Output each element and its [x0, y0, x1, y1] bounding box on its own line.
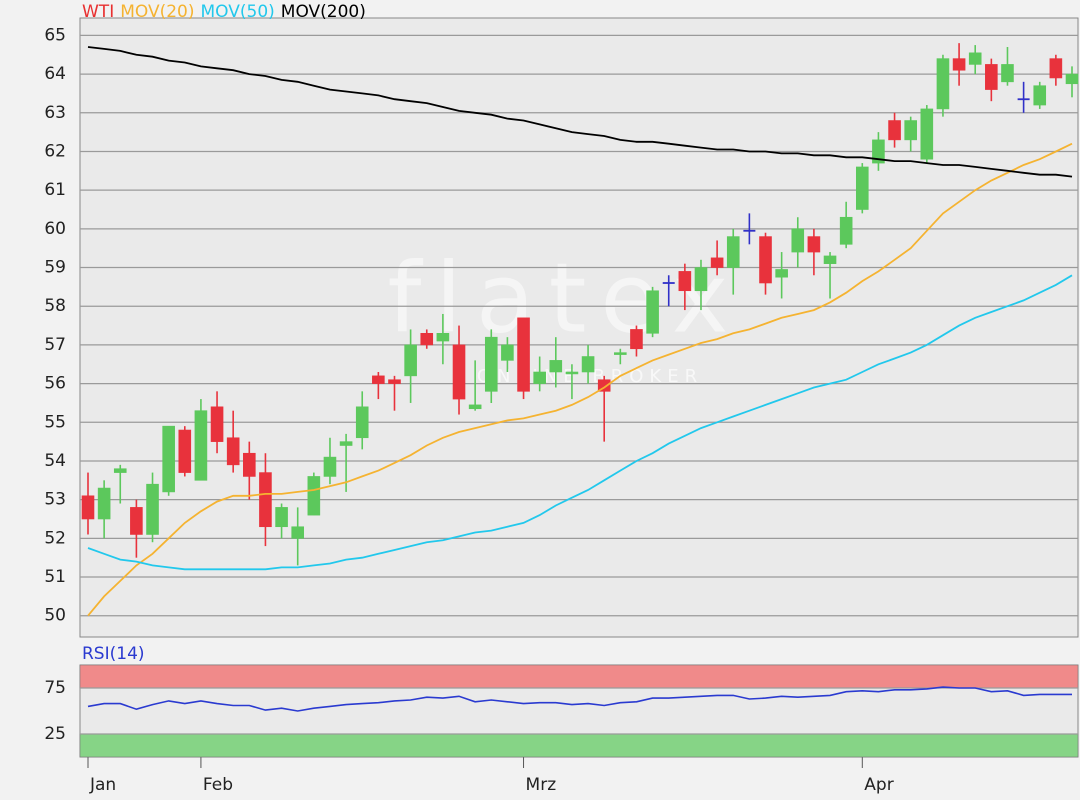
- panel-label: RSI(14): [82, 644, 145, 664]
- candle-body: [581, 356, 595, 373]
- candle-body: [452, 344, 466, 400]
- y-tick-label: 56: [44, 374, 66, 394]
- moving-average-line: [87, 46, 1073, 178]
- candle-body: [146, 483, 159, 535]
- candle-body: [130, 507, 143, 535]
- candle-body: [243, 452, 256, 477]
- candle-body: [210, 406, 224, 442]
- candle-body: [968, 52, 982, 65]
- candle-body: [259, 472, 272, 528]
- x-tick-label: Mrz: [526, 775, 557, 795]
- y-tick-label: 63: [44, 103, 66, 123]
- candle-body: [565, 371, 579, 375]
- y-tick-label: 52: [44, 528, 66, 548]
- y-tick-label: 54: [44, 451, 66, 471]
- candle-body: [920, 108, 934, 160]
- candle-body: [436, 333, 450, 342]
- y-tick-label: 59: [44, 258, 66, 278]
- candle-body: [81, 495, 95, 520]
- candle-body: [323, 456, 337, 477]
- candle-body: [113, 468, 127, 473]
- y-tick-label: 50: [44, 606, 66, 626]
- candle-body: [275, 507, 288, 528]
- candle-body: [372, 375, 385, 384]
- candle-body: [775, 269, 788, 278]
- legend-entry: MOV(50): [201, 2, 275, 22]
- candle-body: [694, 267, 708, 292]
- moving-average-line: [87, 274, 1073, 571]
- x-tick-label: Apr: [864, 775, 893, 795]
- legend-entry: MOV(20): [120, 2, 194, 22]
- candle-body: [855, 166, 869, 210]
- moving-average-line: [87, 142, 1073, 617]
- candle-body: [339, 441, 353, 446]
- candle-body: [484, 336, 498, 392]
- candle-body: [985, 64, 998, 90]
- candle-body: [307, 476, 321, 516]
- candle-body: [178, 429, 192, 473]
- candle-body: [807, 236, 821, 253]
- y-tick-label: 53: [44, 490, 66, 510]
- candle-body: [420, 333, 434, 346]
- x-tick-label: Feb: [203, 775, 233, 795]
- candle-body: [710, 257, 724, 268]
- candle-body: [872, 139, 885, 164]
- candle-body: [517, 317, 530, 392]
- candle-body: [678, 271, 692, 292]
- band: [79, 733, 1079, 758]
- y-tick-label: 61: [44, 180, 66, 200]
- candle-body: [97, 487, 111, 520]
- candle-body: [904, 120, 917, 141]
- candle-body: [404, 344, 417, 377]
- candle-body: [791, 228, 805, 253]
- candle-body: [194, 410, 208, 481]
- candle-body: [549, 360, 563, 373]
- candle-body: [355, 406, 369, 439]
- candle-body: [726, 236, 740, 268]
- candle-body: [533, 371, 546, 384]
- watermark-tagline: ONLINE BROKER: [477, 366, 703, 387]
- candle-body: [468, 404, 482, 410]
- legend-entry: WTI: [82, 2, 114, 22]
- candle-body: [630, 329, 643, 350]
- y-tick-label: 64: [44, 64, 66, 84]
- candle-body: [162, 425, 175, 493]
- y-tick-label: 25: [44, 724, 66, 744]
- y-tick-label: 57: [44, 335, 66, 355]
- candle-body: [291, 526, 305, 539]
- legend-entry: MOV(200): [281, 2, 366, 22]
- candle-body: [839, 216, 853, 245]
- candle-body: [388, 379, 401, 384]
- y-tick-label: 55: [44, 412, 66, 432]
- candle-body: [614, 352, 627, 355]
- candle-body: [1065, 73, 1079, 85]
- candle-body: [1001, 64, 1014, 83]
- y-tick-label: 51: [44, 567, 66, 587]
- band: [79, 664, 1079, 689]
- candle-body: [1049, 58, 1063, 79]
- candle-body: [936, 58, 950, 110]
- candle-body: [501, 344, 514, 361]
- y-tick-label: 65: [44, 25, 66, 45]
- candle-body: [226, 437, 240, 466]
- candle-body: [646, 290, 659, 334]
- y-tick-label: 60: [44, 219, 66, 239]
- candle-body: [1033, 85, 1047, 106]
- y-tick-label: 58: [44, 296, 66, 316]
- candle-body: [952, 58, 966, 71]
- candle-body: [597, 379, 611, 392]
- y-tick-label: 62: [44, 141, 66, 161]
- candle-body: [759, 236, 772, 284]
- y-tick-label: 75: [44, 678, 66, 698]
- x-tick-label: Jan: [89, 775, 116, 795]
- rsi-line: [87, 686, 1072, 712]
- candle-body: [888, 120, 901, 141]
- candle-body: [823, 255, 837, 264]
